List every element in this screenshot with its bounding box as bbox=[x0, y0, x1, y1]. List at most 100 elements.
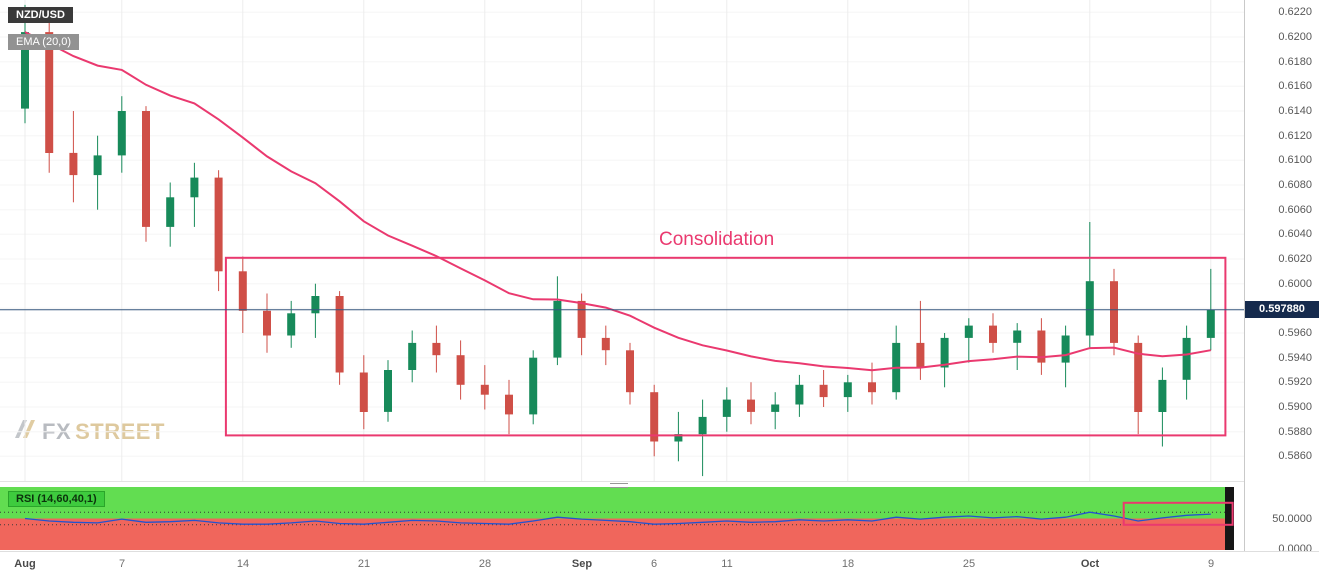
candle bbox=[698, 416, 707, 435]
candle bbox=[674, 434, 683, 442]
price-axis[interactable]: 0.597880 50.0000 0.0000 0.6220 0.6200 0.61… bbox=[1244, 0, 1319, 555]
candle bbox=[505, 394, 513, 415]
watermark-fx-text: FX bbox=[42, 418, 72, 444]
time-axis-label: 6 bbox=[650, 558, 658, 570]
time-axis-label: 14 bbox=[236, 558, 250, 570]
candle bbox=[843, 382, 852, 398]
time-axis[interactable]: Aug 7 14 21 28 Sep 6 11 18 25 Oct 9 bbox=[0, 551, 1319, 578]
price-axis-label: 0.5860 bbox=[1278, 450, 1312, 462]
candle bbox=[916, 342, 925, 368]
candle bbox=[214, 177, 223, 272]
price-axis-label: 0.6020 bbox=[1278, 253, 1312, 265]
ema-line bbox=[24, 31, 1211, 372]
candle bbox=[1182, 337, 1191, 380]
time-axis-label: 9 bbox=[1207, 558, 1215, 570]
time-axis-label: 11 bbox=[721, 558, 733, 570]
price-axis-label: 0.5960 bbox=[1278, 327, 1312, 339]
price-axis-label: 0.6060 bbox=[1278, 204, 1312, 216]
candle bbox=[287, 313, 296, 336]
watermark-street-text: STREET bbox=[75, 418, 165, 444]
candle bbox=[263, 310, 271, 336]
price-axis-label: 0.6160 bbox=[1278, 80, 1312, 92]
consolidation-annotation-label: Consolidation bbox=[659, 229, 775, 250]
price-axis-label: 0.6000 bbox=[1278, 278, 1312, 290]
time-axis-label: 7 bbox=[118, 558, 126, 570]
time-axis-label: Aug bbox=[14, 558, 36, 570]
ema-indicator-badge[interactable]: EMA (20,0) bbox=[8, 34, 80, 50]
rsi-indicator-badge[interactable]: RSI (14,60,40,1) bbox=[8, 491, 105, 507]
pane-separator bbox=[0, 481, 1244, 488]
rsi-line bbox=[24, 511, 1211, 525]
price-axis-label: 0.5940 bbox=[1278, 352, 1312, 364]
candle bbox=[408, 342, 417, 370]
candle bbox=[142, 111, 150, 227]
price-axis-label: 0.6120 bbox=[1278, 130, 1312, 142]
candle bbox=[771, 404, 780, 412]
candle bbox=[601, 337, 610, 351]
rsi-last-value-bar bbox=[1225, 487, 1234, 550]
rsi-highlight-box[interactable] bbox=[1122, 501, 1234, 526]
time-axis-label: 18 bbox=[841, 558, 855, 570]
price-axis-label: 0.6140 bbox=[1278, 105, 1312, 117]
price-axis-label: 0.5900 bbox=[1278, 401, 1312, 413]
candle bbox=[45, 32, 54, 153]
candle bbox=[529, 357, 538, 415]
candle bbox=[456, 355, 465, 385]
candle bbox=[1134, 342, 1143, 412]
candle bbox=[1206, 309, 1215, 338]
price-axis-label: 0.6180 bbox=[1278, 56, 1312, 68]
time-axis-label: Sep bbox=[571, 558, 593, 570]
candle bbox=[335, 296, 344, 373]
candle bbox=[819, 384, 828, 398]
current-price-badge: 0.597880 bbox=[1245, 301, 1319, 318]
price-axis-label: 0.6080 bbox=[1278, 179, 1312, 191]
consolidation-box[interactable] bbox=[224, 256, 1227, 437]
candle bbox=[795, 384, 804, 405]
candle bbox=[1037, 330, 1046, 363]
price-axis-label: 0.6220 bbox=[1278, 6, 1312, 18]
price-axis-label: 0.6040 bbox=[1278, 228, 1312, 240]
price-axis-label: 0.6100 bbox=[1278, 154, 1312, 166]
candle bbox=[21, 32, 29, 109]
candle bbox=[553, 300, 562, 358]
fxstreet-watermark: FX STREET bbox=[12, 417, 165, 446]
candle bbox=[69, 152, 78, 176]
candle bbox=[384, 370, 392, 412]
price-axis-label: 0.5920 bbox=[1278, 376, 1312, 388]
candle bbox=[190, 177, 199, 198]
candle bbox=[722, 399, 731, 417]
candle bbox=[93, 155, 102, 176]
candle bbox=[117, 111, 126, 156]
rsi-pane[interactable] bbox=[0, 487, 1244, 550]
price-pane[interactable] bbox=[0, 0, 1244, 481]
candle bbox=[238, 271, 247, 311]
candle bbox=[747, 399, 755, 412]
price-axis-label: 0.6200 bbox=[1278, 31, 1312, 43]
candle bbox=[359, 372, 368, 412]
candle bbox=[964, 325, 973, 338]
candle bbox=[432, 342, 441, 356]
candle bbox=[1013, 330, 1022, 343]
candle bbox=[868, 382, 876, 393]
candle bbox=[1085, 281, 1094, 336]
rsi-bear-zone bbox=[0, 518, 1234, 550]
candle bbox=[480, 384, 489, 395]
rsi-bull-zone bbox=[0, 487, 1234, 519]
candle bbox=[311, 296, 320, 314]
candle bbox=[1061, 335, 1070, 363]
candlestick-chart bbox=[0, 0, 1244, 481]
candle bbox=[1158, 379, 1167, 412]
rsi-mid-axis-label: 50.0000 bbox=[1272, 513, 1312, 525]
symbol-badge[interactable]: NZD/USD bbox=[8, 7, 73, 23]
rsi-chart bbox=[0, 487, 1234, 550]
time-axis-label: 28 bbox=[478, 558, 492, 570]
candle bbox=[166, 197, 175, 227]
time-axis-label: Oct bbox=[1080, 558, 1100, 570]
time-axis-label: 21 bbox=[357, 558, 371, 570]
fxstreet-logo-icon bbox=[12, 417, 38, 446]
candle bbox=[940, 337, 949, 368]
candle bbox=[650, 392, 659, 442]
price-axis-label: 0.5880 bbox=[1278, 426, 1312, 438]
pane-resize-handle-icon[interactable] bbox=[610, 483, 628, 488]
